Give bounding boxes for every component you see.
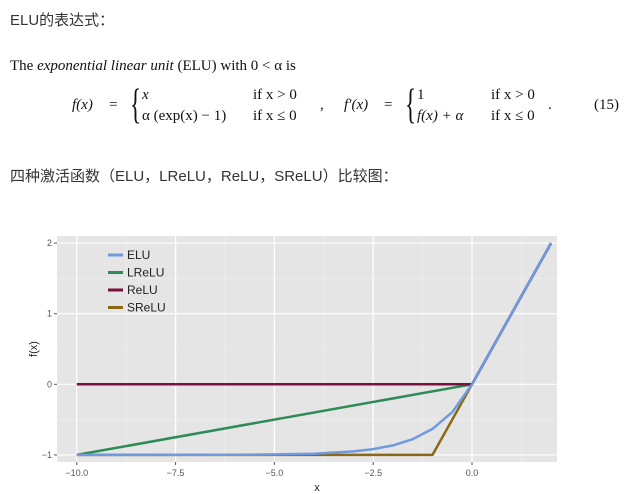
formula-fp-case1-cond: if x > 0 — [491, 87, 535, 103]
formula-case2-expr: α (exp(x) − 1) — [142, 108, 227, 124]
x-tick-label: −10.0 — [65, 468, 88, 478]
y-tick-label: 0 — [47, 379, 52, 389]
formula-fprime-lhs: f′(x) — [344, 97, 369, 113]
series-line-elu — [76, 242, 553, 457]
y-tick-label: 1 — [47, 309, 52, 319]
x-tick-label: −2.5 — [364, 468, 382, 478]
definition-paragraph: The exponential linear unit (ELU) with 0… — [10, 58, 296, 75]
formula-brace-2: { — [405, 82, 417, 128]
section-heading-comparison: 四种激活函数（ELU，LReLU，ReLU，SReLU）比较图： — [10, 168, 398, 185]
y-axis-label: f(x) — [28, 341, 40, 357]
legend-label-lrelu: LReLU — [127, 266, 164, 280]
legend-label-srelu: SReLU — [127, 301, 166, 315]
legend-label-elu: ELU — [127, 248, 150, 262]
formula-case2-cond: if x ≤ 0 — [253, 108, 297, 124]
x-axis-label: x — [314, 482, 320, 494]
formula-fp-case2-cond: if x ≤ 0 — [491, 108, 535, 124]
x-tick-label: −5.0 — [266, 468, 284, 478]
formula-brace-1: { — [130, 82, 142, 128]
x-tick-label: −7.5 — [167, 468, 185, 478]
definition-prefix: The — [10, 58, 38, 74]
x-tick-label: 0.0 — [466, 468, 479, 478]
definition-suffix: (ELU) with 0 < α is — [173, 58, 296, 74]
legend-label-relu: ReLU — [127, 283, 158, 297]
y-tick-label: −1 — [42, 450, 52, 460]
formula-f-lhs: f(x) — [72, 97, 93, 113]
formula-case1-expr: x — [142, 87, 149, 103]
formula-fp-case1-expr: 1 — [417, 87, 425, 103]
y-tick-label: 2 — [47, 238, 52, 248]
formula-equals-2: = — [384, 97, 393, 113]
formula-period: . — [548, 97, 552, 113]
formula-comma: , — [320, 97, 324, 113]
formula-fp-case2-expr: f(x) + α — [417, 108, 464, 124]
section-heading-elu-expression: ELU的表达式： — [10, 12, 115, 29]
equation-number: (15) — [594, 97, 619, 113]
definition-italic-term: exponential linear unit — [37, 58, 174, 74]
formula-case1-cond: if x > 0 — [253, 87, 297, 103]
elu-formula: f(x) = { x if x > 0 α (exp(x) − 1) if x … — [0, 82, 636, 132]
formula-equals-1: = — [109, 97, 118, 113]
